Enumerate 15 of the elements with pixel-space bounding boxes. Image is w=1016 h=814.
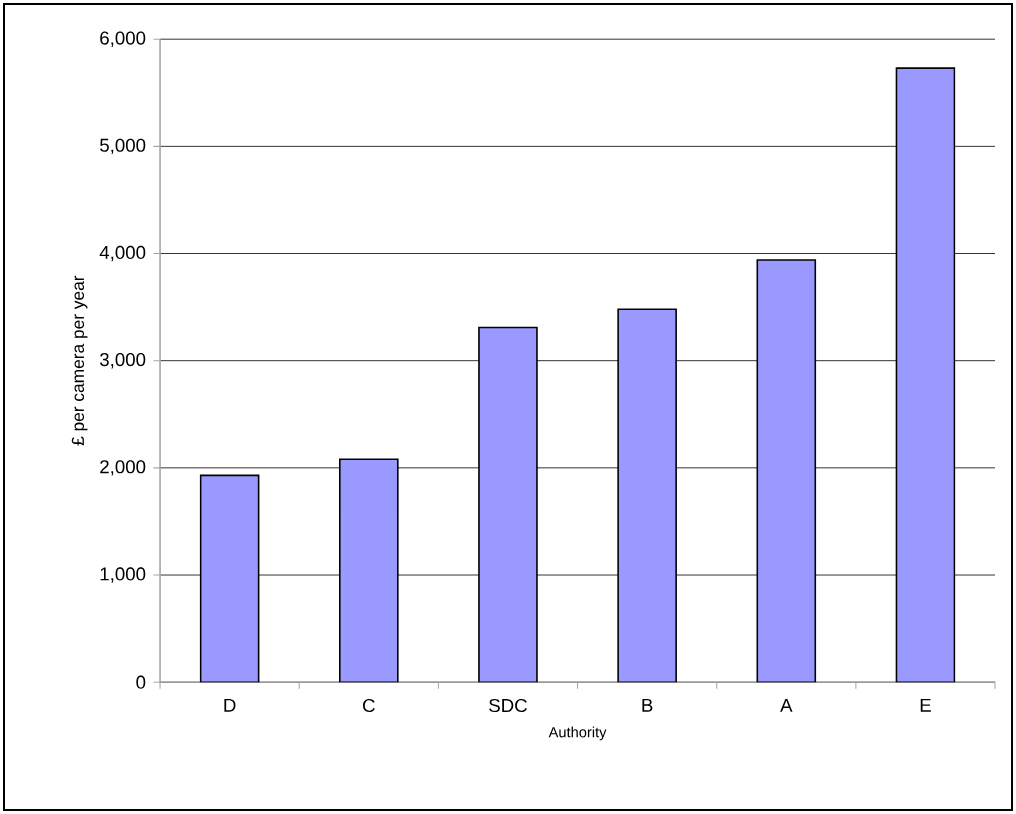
y-tick-label: 1,000 bbox=[100, 567, 146, 583]
y-tick-label: 5,000 bbox=[100, 138, 146, 155]
x-tick-label: D bbox=[224, 698, 236, 712]
y-tick-label: 0 bbox=[136, 675, 146, 689]
x-axis-title: Authority bbox=[548, 726, 607, 741]
x-tick-label: A bbox=[780, 698, 793, 712]
y-axis-title: £ per camera per year bbox=[71, 275, 88, 446]
x-tick-label: E bbox=[920, 698, 931, 712]
y-tick-label: 4,000 bbox=[99, 245, 146, 262]
x-tick-label: B bbox=[642, 698, 653, 712]
y-tick-label: 3,000 bbox=[100, 352, 146, 369]
x-tick-label: C bbox=[363, 698, 375, 713]
x-tick-label: SDC bbox=[489, 698, 527, 713]
y-tick-label: 6,000 bbox=[100, 31, 146, 47]
y-tick-label: 2,000 bbox=[100, 460, 146, 476]
